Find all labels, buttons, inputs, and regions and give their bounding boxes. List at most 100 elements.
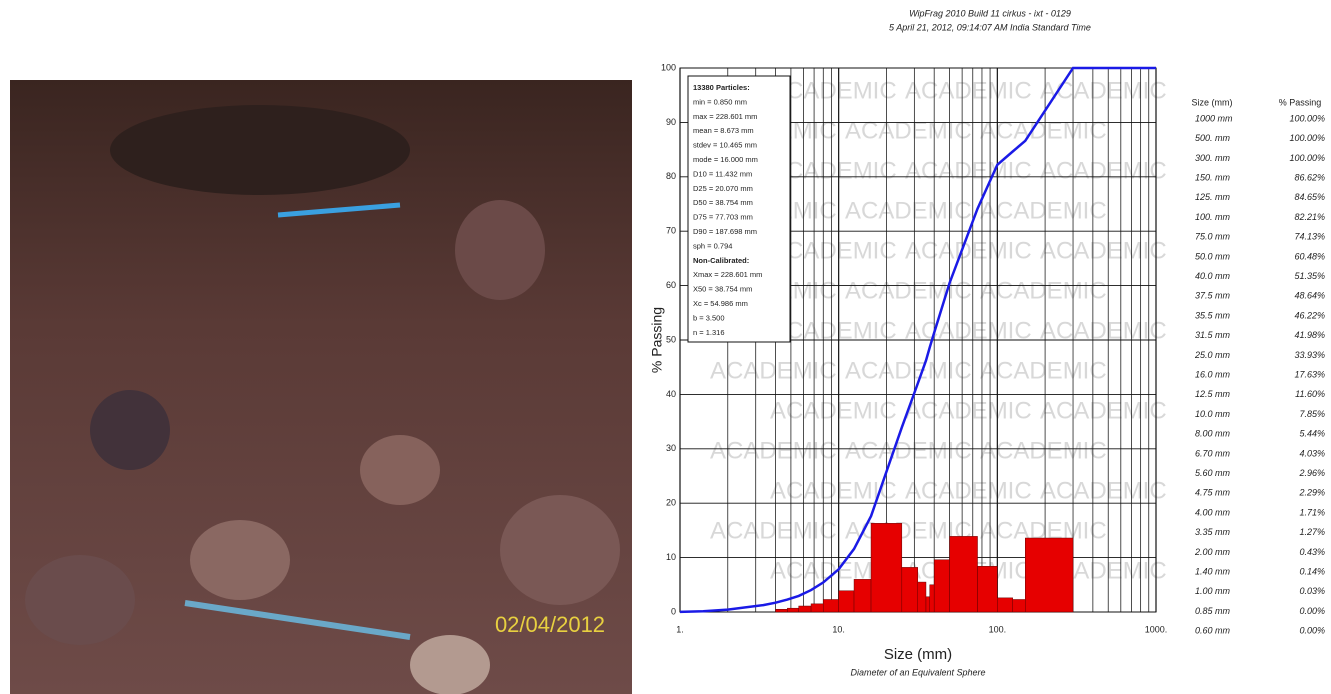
histogram-bar (811, 604, 823, 612)
table-cell: 0.14% (1299, 566, 1325, 576)
watermark: ACADEMIC (980, 197, 1107, 224)
stats-line: D50 = 38.754 mm (693, 198, 753, 207)
table: Size (mm) % Passing 1000 mm100.00%500. m… (1192, 97, 1326, 635)
table-cell: 5.44% (1299, 429, 1325, 439)
table-cell: 150. mm (1195, 172, 1231, 182)
table-cell: 46.22% (1294, 310, 1325, 320)
table-cell: 8.00 mm (1195, 429, 1231, 439)
table-cell: 2.29% (1298, 488, 1325, 498)
stats-line: Xc = 54.986 mm (693, 299, 748, 308)
table-cell: 100.00% (1289, 153, 1325, 163)
rock (455, 200, 545, 300)
chart-subtitle: 5 April 21, 2012, 09:14:07 AM India Stan… (889, 22, 1091, 32)
table-cell: 0.43% (1299, 547, 1325, 557)
histogram-bar (776, 609, 788, 612)
table-cell: 1.00 mm (1195, 586, 1231, 596)
histogram-bar (823, 599, 838, 612)
table-cell: 4.03% (1299, 448, 1325, 458)
watermark: ACADEMIC (905, 77, 1032, 104)
histogram-bar (902, 567, 918, 612)
table-cell: 5.60 mm (1195, 468, 1231, 478)
y-tick-label: 10 (666, 552, 676, 562)
y-tick-label: 20 (666, 498, 676, 508)
histogram-bar (926, 597, 930, 612)
x-tick-label: 10. (832, 624, 845, 634)
table-cell: 4.00 mm (1195, 507, 1231, 517)
histogram-bar (839, 591, 854, 612)
y-tick-label: 80 (666, 171, 676, 181)
y-axis-label: % Passing (649, 307, 665, 373)
rock (190, 520, 290, 600)
watermark: ACADEMIC (905, 397, 1032, 424)
stats-line: mode = 16.000 mm (693, 155, 758, 164)
stats-line: Non-Calibrated: (693, 256, 749, 265)
stats-line: n = 1.316 (693, 328, 725, 337)
watermark: ACADEMIC (905, 477, 1032, 504)
histogram-bar (871, 523, 902, 612)
table-cell: 37.5 mm (1195, 291, 1231, 301)
table-cell: 50.0 mm (1195, 251, 1231, 261)
table-cell: 17.63% (1294, 369, 1325, 379)
stats-line: Xmax = 228.601 mm (693, 270, 762, 279)
table-cell: 25.0 mm (1194, 350, 1231, 360)
stats-line: 13380 Particles: (693, 83, 750, 92)
x-tick-label: 1. (676, 624, 684, 634)
y-tick-label: 50 (666, 334, 676, 344)
stats-line: D10 = 11.432 mm (693, 169, 752, 178)
watermark: ACADEMIC (1040, 237, 1167, 264)
rock (500, 495, 620, 605)
table-cell: 51.35% (1294, 271, 1325, 281)
watermark: ACADEMIC (905, 237, 1032, 264)
y-tick-label: 60 (666, 280, 676, 290)
watermark: ACADEMIC (710, 357, 837, 384)
stats-line: min = 0.850 mm (693, 97, 747, 106)
y-tick-label: 0 (671, 606, 676, 616)
stats-line: stdev = 10.465 mm (693, 141, 757, 150)
x-tick-label: 1000. (1145, 624, 1168, 634)
stats-line: D25 = 20.070 mm (693, 184, 753, 193)
table-cell: 100.00% (1289, 113, 1325, 123)
x-tick-label: 100. (989, 624, 1007, 634)
watermark: ACADEMIC (845, 437, 972, 464)
stats-line: X50 = 38.754 mm (693, 285, 752, 294)
watermark: ACADEMIC (1040, 157, 1167, 184)
table-cell: 86.62% (1294, 172, 1325, 182)
x-axis-note: Diameter of an Equivalent Sphere (850, 667, 985, 677)
table-cell: 84.65% (1294, 192, 1325, 202)
stats-line: b = 3.500 (693, 313, 725, 322)
table-cell: 6.70 mm (1195, 448, 1231, 458)
rock (90, 390, 170, 470)
watermark: ACADEMIC (980, 357, 1107, 384)
x-axis-label: Size (mm) (884, 646, 952, 663)
table-cell: 12.5 mm (1195, 389, 1231, 399)
table-cell: 11.60% (1295, 389, 1325, 399)
watermark: ACADEMIC (710, 517, 837, 544)
histogram-bar (854, 579, 871, 612)
table-cell: 1.40 mm (1195, 566, 1231, 576)
table-cell: 16.0 mm (1195, 369, 1231, 379)
table-cell: 82.21% (1294, 212, 1325, 222)
table-cell: 41.98% (1294, 330, 1325, 340)
histogram-bar (787, 608, 798, 612)
table-cell: 60.48% (1294, 251, 1325, 261)
watermark: ACADEMIC (845, 197, 972, 224)
stats-line: sph = 0.794 (693, 241, 732, 250)
rock (360, 435, 440, 505)
table-cell: 300. mm (1195, 153, 1231, 163)
table-header: % Passing (1279, 97, 1322, 107)
histogram-bar (918, 582, 926, 612)
table-cell: 1000 mm (1195, 113, 1233, 123)
rock (410, 635, 490, 694)
table-cell: 1.27% (1299, 527, 1325, 537)
table-header: Size (mm) (1192, 97, 1233, 107)
histogram-bar (799, 606, 811, 612)
histogram-bar (1025, 538, 1073, 612)
stats-line: D90 = 187.698 mm (693, 227, 757, 236)
histogram-bar (934, 560, 949, 612)
histogram-bar (997, 598, 1012, 612)
stats-line: max = 228.601 mm (693, 112, 757, 121)
table-cell: 1.71% (1299, 507, 1325, 517)
watermark: ACADEMIC (980, 437, 1107, 464)
table-cell: 0.60 mm (1195, 626, 1231, 636)
y-tick-label: 90 (666, 117, 676, 127)
